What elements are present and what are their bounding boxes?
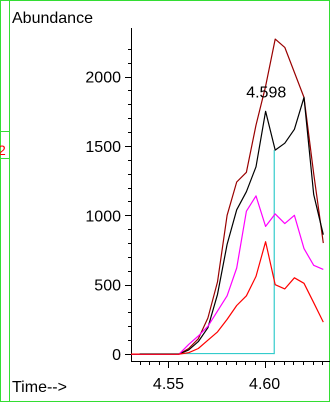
series-group bbox=[131, 38, 324, 355]
peak-marker-group bbox=[139, 150, 275, 355]
y-axis-label: Abundance bbox=[12, 10, 93, 27]
y-tick-label: 2000 bbox=[85, 70, 121, 87]
x-tick-label: 4.60 bbox=[249, 376, 280, 393]
y-tick-label: 1000 bbox=[85, 208, 121, 225]
y-tick-label: 500 bbox=[94, 278, 121, 295]
axes: 0 500 1000 1500 2000 4.55 4.60 bbox=[85, 28, 330, 393]
y-tick-label: 1500 bbox=[85, 139, 121, 156]
x-tick-label: 4.55 bbox=[153, 376, 184, 393]
series-line-2 bbox=[131, 96, 324, 355]
series-line-1 bbox=[131, 38, 324, 355]
side-marker-label: 2 bbox=[0, 142, 6, 158]
series-line-3 bbox=[131, 195, 324, 355]
peak-annotation-label: 4.598 bbox=[246, 85, 286, 102]
series-line-4 bbox=[131, 241, 324, 355]
x-axis-label: Time--> bbox=[12, 379, 67, 396]
y-tick-label: 0 bbox=[112, 347, 121, 364]
